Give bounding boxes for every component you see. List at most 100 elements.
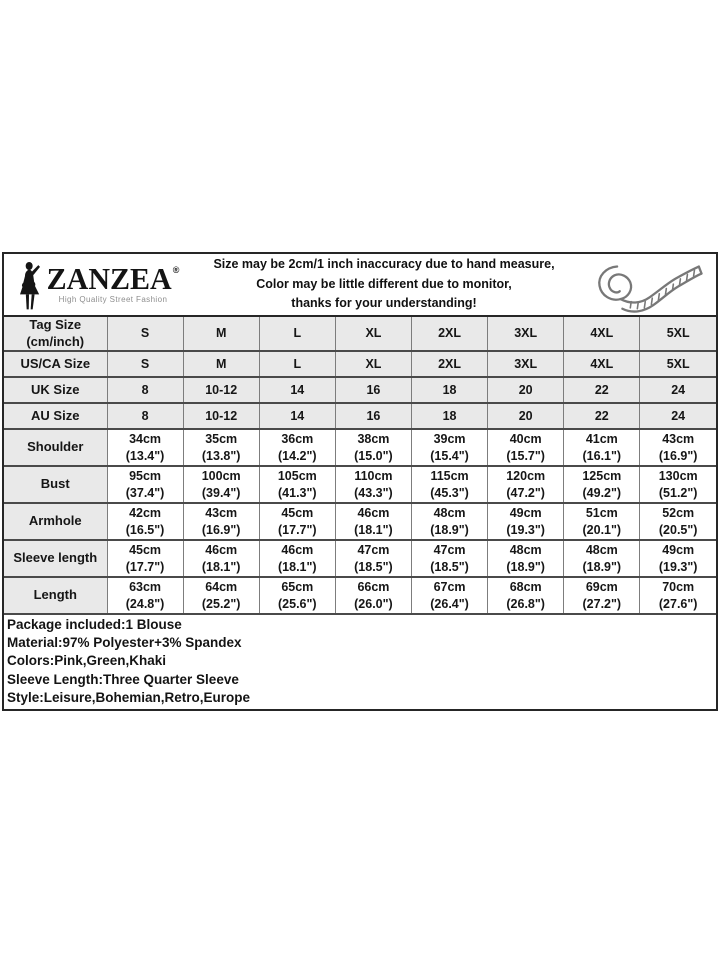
notice-line-1: Size may be 2cm/1 inch inaccuracy due to…: [213, 257, 555, 272]
tape-block: [578, 256, 716, 314]
measure-cell: 45cm (17.7"): [106, 539, 184, 578]
size-cell: XL: [334, 317, 413, 352]
measure-cell: 47cm (18.5"): [410, 539, 489, 578]
size-cell: 20: [487, 402, 565, 430]
row-label: Sleeve length: [4, 539, 108, 578]
size-cell: 4XL: [563, 350, 641, 378]
measure-cell: 70cm (27.6"): [639, 576, 716, 615]
table-row-length: Length 63cm (24.8") 64cm (25.2") 65cm (2…: [4, 576, 716, 615]
table-row-armhole: Armhole 42cm (16.5") 43cm (16.9") 45cm (…: [4, 502, 716, 541]
detail-colors: Colors:Pink,Green,Khaki: [7, 653, 167, 669]
measure-cell: 46cm (18.1"): [258, 539, 336, 578]
size-cell: 8: [106, 402, 184, 430]
measure-cell: 64cm (25.2"): [182, 576, 260, 615]
size-chart-sheet: ZANZEA ® High Quality Street Fashion Siz…: [2, 252, 718, 712]
size-cell: 18: [410, 376, 489, 404]
size-cell: 10-12: [182, 402, 260, 430]
row-label: Armhole: [4, 502, 108, 541]
table-row-uk-size: UK Size 8 10-12 14 16 18 20 22 24: [4, 376, 716, 404]
size-cell: 20: [487, 376, 565, 404]
size-cell: L: [258, 350, 336, 378]
measure-cell: 95cm (37.4"): [106, 465, 184, 504]
measure-cell: 68cm (26.8"): [487, 576, 565, 615]
brand-tagline: High Quality Street Fashion: [58, 295, 168, 304]
measure-cell: 46cm (18.1"): [182, 539, 260, 578]
size-cell: 18: [410, 402, 489, 430]
row-label: US/CA Size: [4, 350, 108, 378]
table-row-sleeve-length: Sleeve length 45cm (17.7") 46cm (18.1") …: [4, 539, 716, 578]
table-row-shoulder: Shoulder 34cm (13.4") 35cm (13.8") 36cm …: [4, 428, 716, 467]
measuring-tape-icon: [598, 264, 703, 313]
measure-cell: 34cm (13.4"): [106, 428, 184, 467]
measure-cell: 49cm (19.3"): [639, 539, 716, 578]
measure-cell: 125cm (49.2"): [563, 465, 641, 504]
measure-cell: 48cm (18.9"): [410, 502, 489, 541]
measure-cell: 52cm (20.5"): [639, 502, 716, 541]
measure-cell: 48cm (18.9"): [563, 539, 641, 578]
detail-sleeve-length: Sleeve Length:Three Quarter Sleeve: [7, 671, 239, 687]
brand-logo: ZANZEA ® High Quality Street Fashion: [4, 257, 190, 313]
detail-material: Material:97% Polyester+3% Spandex: [7, 635, 242, 651]
measure-cell: 47cm (18.5"): [334, 539, 413, 578]
row-label: Length: [4, 576, 108, 615]
size-cell: 5XL: [639, 350, 716, 378]
row-label: Bust: [4, 465, 108, 504]
size-cell: 10-12: [182, 376, 260, 404]
size-cell: 24: [639, 402, 716, 430]
detail-package: Package included:1 Blouse: [7, 617, 182, 632]
notice-line-2: Color may be little different due to mon…: [256, 276, 512, 291]
measure-cell: 51cm (20.1"): [563, 502, 641, 541]
measure-cell: 120cm (47.2"): [487, 465, 565, 504]
size-cell: S: [106, 350, 184, 378]
detail-style: Style:Leisure,Bohemian,Retro,Europe: [7, 689, 251, 705]
measure-cell: 63cm (24.8"): [106, 576, 184, 615]
measure-notice: Size may be 2cm/1 inch inaccuracy due to…: [190, 255, 578, 314]
measure-cell: 43cm (16.9"): [639, 428, 716, 467]
measure-cell: 41cm (16.1"): [563, 428, 641, 467]
measure-cell: 43cm (16.9"): [182, 502, 260, 541]
header-bar: ZANZEA ® High Quality Street Fashion Siz…: [4, 254, 716, 317]
measure-cell: 39cm (15.4"): [410, 428, 489, 467]
size-cell: 3XL: [487, 350, 565, 378]
measure-cell: 69cm (27.2"): [563, 576, 641, 615]
logo-text: ZANZEA ® High Quality Street Fashion: [46, 262, 180, 304]
measure-cell: 66cm (26.0"): [334, 576, 413, 615]
measure-cell: 36cm (14.2"): [258, 428, 336, 467]
size-cell: M: [182, 350, 260, 378]
measure-cell: 35cm (13.8"): [182, 428, 260, 467]
product-details: Package included:1 Blouse Material:97% P…: [4, 615, 716, 710]
size-table: Tag Size (cm/inch) S M L XL 2XL 3XL 4XL …: [4, 317, 716, 615]
measure-cell: 48cm (18.9"): [487, 539, 565, 578]
measure-cell: 42cm (16.5"): [106, 502, 184, 541]
size-cell: 8: [106, 376, 184, 404]
table-row-bust: Bust 95cm (37.4") 100cm (39.4") 105cm (4…: [4, 465, 716, 504]
row-label: Tag Size (cm/inch): [4, 317, 108, 352]
brand-name: ZANZEA: [46, 262, 172, 297]
row-label: UK Size: [4, 376, 108, 404]
table-row-usca-size: US/CA Size S M L XL 2XL 3XL 4XL 5XL: [4, 350, 716, 378]
size-cell: 22: [563, 402, 641, 430]
size-cell: L: [258, 317, 336, 352]
measure-cell: 49cm (19.3"): [487, 502, 565, 541]
size-cell: 16: [334, 402, 413, 430]
size-cell: S: [106, 317, 184, 352]
measure-cell: 110cm (43.3"): [334, 465, 413, 504]
measure-cell: 67cm (26.4"): [410, 576, 489, 615]
size-cell: 16: [334, 376, 413, 404]
measure-cell: 65cm (25.6"): [258, 576, 336, 615]
registered-mark: ®: [172, 265, 180, 275]
notice-line-3: thanks for your understanding!: [291, 296, 477, 311]
measure-cell: 45cm (17.7"): [258, 502, 336, 541]
size-cell: 2XL: [410, 317, 489, 352]
size-cell: 14: [258, 376, 336, 404]
woman-silhouette-icon: [19, 261, 40, 309]
table-row-au-size: AU Size 8 10-12 14 16 18 20 22 24: [4, 402, 716, 430]
measure-cell: 130cm (51.2"): [639, 465, 716, 504]
measure-cell: 105cm (41.3"): [258, 465, 336, 504]
size-cell: 24: [639, 376, 716, 404]
measure-cell: 115cm (45.3"): [410, 465, 489, 504]
size-cell: 5XL: [639, 317, 716, 352]
size-cell: XL: [334, 350, 413, 378]
measure-cell: 38cm (15.0"): [334, 428, 413, 467]
size-cell: 4XL: [563, 317, 641, 352]
